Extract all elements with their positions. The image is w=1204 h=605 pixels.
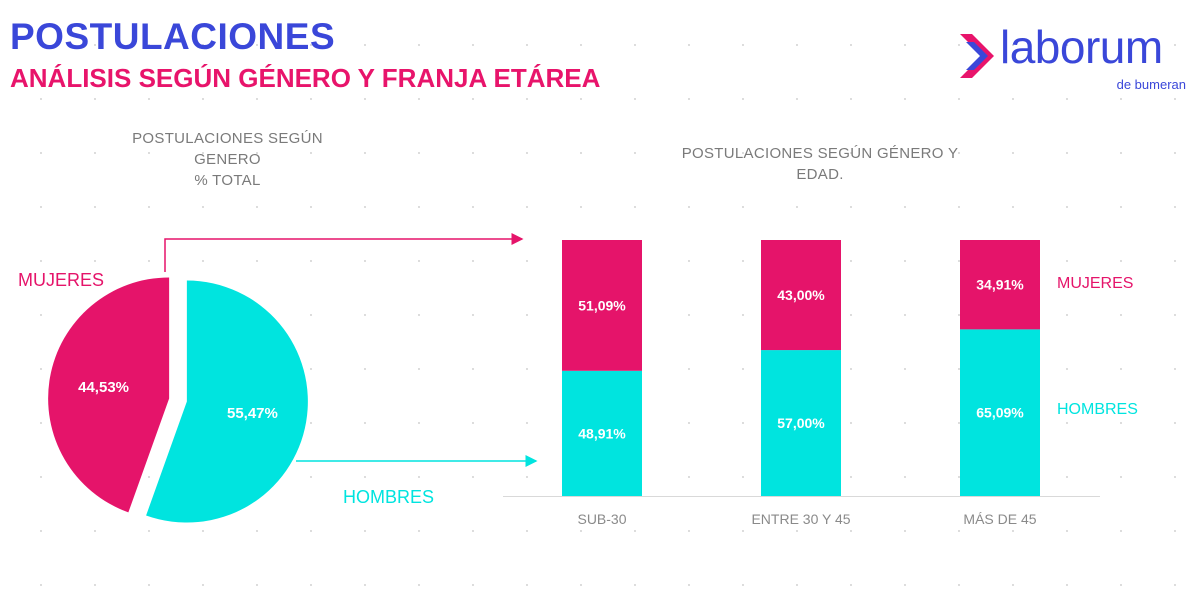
bar-data-label-hombres-3: 65,09% [976, 405, 1024, 421]
arrow-chevron-icon [960, 34, 994, 78]
page-title: POSTULACIONES [10, 16, 336, 57]
bar-chart-title: POSTULACIONES SEGÚN GÉNERO Y EDAD. [681, 145, 959, 183]
pie-legend-hombres: HOMBRES [343, 487, 434, 507]
bar-category-label-2: ENTRE 30 Y 45 [751, 511, 850, 527]
pie-data-label-mujeres: 44,53% [78, 379, 129, 396]
bar-segment-mujeres-2 [761, 240, 841, 351]
logo-tagline: de bumeran [1116, 77, 1186, 92]
bar-data-label-hombres-1: 48,91% [578, 425, 626, 441]
bar-data-label-hombres-2: 57,00% [777, 415, 825, 431]
logo-wordmark: laborum [1000, 21, 1163, 73]
bar-segment-mujeres-1 [562, 240, 642, 371]
bar-category-label-3: MÁS DE 45 [963, 511, 1036, 527]
pie-chart-title: POSTULACIONES SEGÚN GENERO% TOTAL [132, 130, 323, 189]
bar-segment-hombres-3 [960, 329, 1040, 496]
bar-legend-hombres: HOMBRES [1057, 401, 1138, 418]
bar-data-label-mujeres-1: 51,09% [578, 297, 626, 313]
bar-category-label-1: SUB-30 [577, 511, 626, 527]
pie-legend-mujeres: MUJERES [18, 270, 104, 290]
pie-data-label-hombres: 55,47% [227, 405, 278, 422]
bar-data-label-mujeres-2: 43,00% [777, 287, 825, 303]
bar-legend-mujeres: MUJERES [1057, 275, 1133, 292]
page-subtitle: ANÁLISIS SEGÚN GÉNERO Y FRANJA ETÁREA [10, 63, 601, 93]
bar-segment-hombres-2 [761, 350, 841, 496]
bar-segment-mujeres-3 [960, 240, 1040, 330]
pie-slice-mujeres [48, 277, 170, 513]
connector-arrow-mujeres [164, 233, 524, 272]
laborum-logo: laborum de bumeran [958, 21, 1198, 104]
bar-segment-hombres-1 [562, 370, 642, 496]
bar-data-label-mujeres-3: 34,91% [976, 277, 1024, 293]
pie-slice-hombres [146, 280, 308, 523]
